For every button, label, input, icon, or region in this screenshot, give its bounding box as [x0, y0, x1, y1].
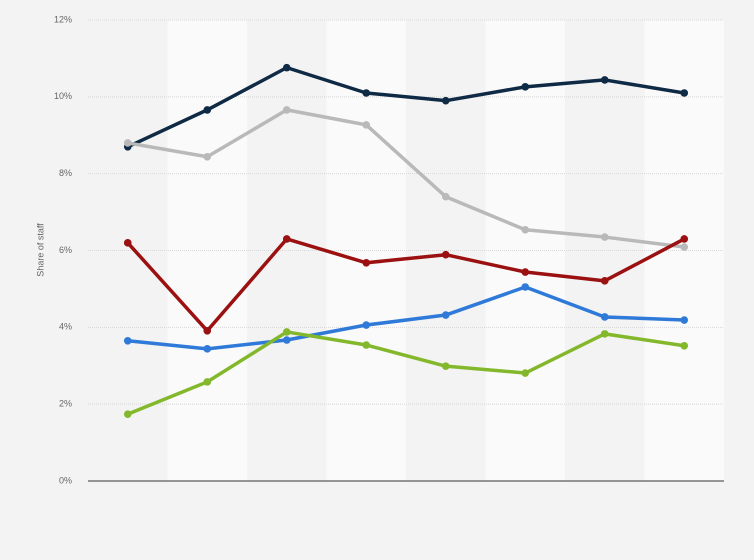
series-line	[127, 330, 685, 416]
data-point	[282, 106, 291, 114]
data-point	[600, 277, 609, 285]
y-tick-label: 10%	[54, 91, 72, 101]
data-point	[680, 89, 689, 97]
data-point	[600, 330, 609, 338]
data-point	[203, 345, 212, 353]
data-point	[680, 243, 689, 251]
y-tick-label: 4%	[59, 322, 72, 332]
series-line	[127, 65, 685, 149]
data-point	[362, 258, 371, 267]
data-point	[521, 83, 530, 91]
data-point	[600, 313, 609, 321]
data-point	[123, 410, 132, 418]
data-point	[123, 239, 132, 247]
data-point	[362, 89, 371, 97]
data-point	[203, 152, 212, 161]
data-point	[362, 341, 371, 349]
data-point	[680, 341, 689, 350]
data-point	[441, 250, 450, 259]
data-point	[441, 362, 450, 370]
data-point	[680, 235, 689, 243]
data-point	[521, 268, 530, 276]
y-tick-label: 2%	[59, 399, 72, 409]
series-line	[127, 285, 685, 351]
data-point	[600, 233, 609, 241]
y-tick-label: 6%	[59, 245, 72, 255]
data-point	[203, 378, 212, 386]
y-axis-label: Share of staff	[35, 223, 45, 277]
y-tick-label: 8%	[59, 168, 72, 178]
y-tick-label: 12%	[54, 14, 72, 24]
data-point	[521, 369, 530, 377]
data-point	[282, 235, 291, 243]
data-point	[282, 328, 291, 336]
data-point	[282, 336, 291, 344]
data-point	[441, 96, 450, 105]
data-point	[203, 106, 212, 114]
data-point	[123, 336, 132, 345]
data-point	[521, 225, 530, 234]
series-line	[127, 108, 685, 249]
data-point	[362, 121, 371, 129]
column-stripe	[167, 20, 247, 481]
data-point	[123, 139, 132, 147]
data-point	[282, 63, 291, 72]
data-point	[680, 316, 689, 324]
data-point	[600, 76, 609, 84]
data-point	[203, 326, 212, 335]
data-point	[362, 321, 371, 329]
series-line	[126, 237, 686, 333]
data-point	[441, 192, 450, 201]
data-point	[521, 283, 530, 291]
y-tick-label: 0%	[59, 475, 72, 485]
data-point	[441, 311, 450, 319]
